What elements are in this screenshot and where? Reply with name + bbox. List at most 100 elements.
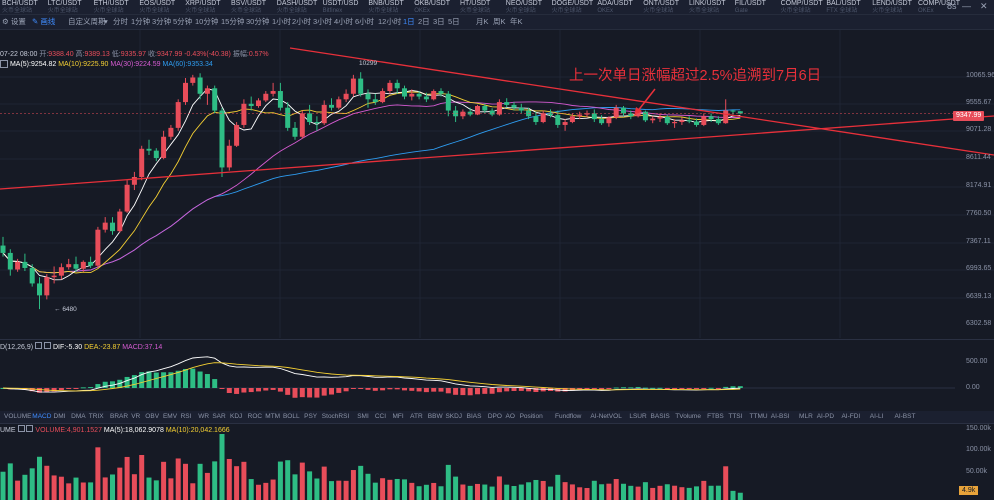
indicator-tab[interactable]: DMI: [53, 413, 66, 420]
indicator-tab[interactable]: MTM: [265, 413, 281, 420]
period-tab[interactable]: 3日: [433, 17, 445, 26]
ticker-item[interactable]: ONT/USDT 火币全球站: [643, 0, 679, 14]
indicator-tab[interactable]: WR: [198, 413, 210, 420]
ticker-item[interactable]: BNB/USDT 火币全球站: [368, 0, 403, 14]
period-tab[interactable]: 6小时: [355, 17, 375, 26]
period-tab[interactable]: 周K: [493, 17, 506, 26]
indicator-tab[interactable]: AI-PD: [816, 413, 835, 420]
ticker-item[interactable]: BCH/USDT 火币全球站: [2, 0, 38, 14]
ticker-item[interactable]: USDT/USD Bitfinex: [323, 0, 359, 14]
ticker-item[interactable]: LTC/USDT 火币全球站: [48, 0, 82, 14]
ticker-item[interactable]: DOGE/USDT 火币全球站: [552, 0, 594, 14]
indicator-tab[interactable]: VOLUME: [4, 413, 32, 420]
indicator-tab[interactable]: KDJ: [230, 413, 243, 420]
period-tab[interactable]: 15分钟: [221, 17, 245, 26]
indicator-tab[interactable]: SMI: [357, 413, 369, 420]
period-tab[interactable]: 分时: [113, 17, 128, 26]
indicator-tab[interactable]: EMV: [162, 413, 178, 420]
macd-settings-icon[interactable]: [35, 342, 43, 349]
indicator-tab[interactable]: BIAS: [466, 413, 482, 420]
indicator-tab[interactable]: StochRSI: [321, 413, 350, 420]
indicator-tab[interactable]: ROC: [247, 413, 263, 420]
ticker-item[interactable]: LINK/USDT 火币全球站: [689, 0, 726, 14]
custom-period-dropdown-icon[interactable]: ▾: [104, 17, 108, 26]
settings-button[interactable]: ⚙ 设置: [2, 15, 26, 29]
indicator-tab[interactable]: LSUR: [629, 413, 647, 420]
period-tab[interactable]: 30分钟: [246, 17, 270, 26]
ticker-item[interactable]: FIL/USDT Gate: [735, 0, 766, 14]
ticker-item[interactable]: DASH/USDT 火币全球站: [277, 0, 317, 14]
ticker-item[interactable]: COMP/USDT OKEx: [918, 0, 960, 14]
macd-chart[interactable]: [0, 340, 994, 410]
macd-bar: [496, 388, 502, 393]
indicator-tab[interactable]: TTMU: [749, 413, 768, 420]
volume-close-icon[interactable]: [26, 425, 34, 432]
indicator-tab[interactable]: TTSI: [728, 413, 743, 420]
indicator-tab[interactable]: AI-LI: [869, 413, 884, 420]
ticker-item[interactable]: ETH/USDT 火币全球站: [94, 0, 129, 14]
ticker-item[interactable]: COMP/USDT 火币全球站: [781, 0, 823, 14]
indicator-tab[interactable]: DMA: [71, 413, 86, 420]
period-tab[interactable]: 4小时: [334, 17, 354, 26]
indicator-tab[interactable]: ATR: [410, 413, 423, 420]
ticker-item[interactable]: LEND/USDT 火币全球站: [872, 0, 912, 14]
ma-toggle-icon[interactable]: [0, 60, 8, 69]
indicator-tab[interactable]: SKDJ: [445, 413, 463, 420]
candlestick-chart[interactable]: [0, 30, 994, 338]
indicator-tab[interactable]: BBW: [427, 413, 443, 420]
indicator-tab[interactable]: CCI: [374, 413, 387, 420]
period-tab[interactable]: 1小时: [272, 17, 292, 26]
period-tab[interactable]: 10分钟: [195, 17, 219, 26]
indicator-tab[interactable]: VR: [131, 413, 141, 420]
period-tab[interactable]: 3分钟: [152, 17, 172, 26]
period-tab[interactable]: 1日: [403, 17, 415, 26]
draw-button[interactable]: ✎ 画线: [32, 15, 55, 29]
period-tab[interactable]: 5分钟: [173, 17, 193, 26]
indicator-tab[interactable]: DPO: [487, 413, 502, 420]
indicator-tab[interactable]: TRIX: [88, 413, 104, 420]
period-tab[interactable]: 1分钟: [131, 17, 151, 26]
period-tab[interactable]: 2日: [418, 17, 430, 26]
indicator-tab[interactable]: SAR: [212, 413, 226, 420]
ticker-item[interactable]: HT/USDT 火币全球站: [460, 0, 490, 14]
indicator-tab[interactable]: BOLL: [282, 413, 300, 420]
macd-bar: [212, 379, 218, 388]
volume-settings-icon[interactable]: [17, 425, 25, 432]
ticker-item[interactable]: NEO/USDT 火币全球站: [506, 0, 542, 14]
ticker-item[interactable]: XRP/USDT 火币全球站: [185, 0, 220, 14]
period-tab[interactable]: 月K: [476, 17, 489, 26]
close-button[interactable]: ✕: [980, 1, 988, 11]
indicator-tab[interactable]: OBV: [145, 413, 160, 420]
indicator-tab[interactable]: PSY: [304, 413, 318, 420]
ticker-item[interactable]: ADA/USDT OKEx: [597, 0, 632, 14]
indicator-tab[interactable]: AI-NetVOL: [590, 413, 622, 420]
indicator-tab[interactable]: FTBS: [707, 413, 724, 420]
indicator-tab[interactable]: AO: [505, 413, 515, 420]
indicator-tab[interactable]: MLR: [799, 413, 813, 420]
macd-close-icon[interactable]: [43, 342, 51, 349]
period-tab[interactable]: 12小时: [378, 17, 402, 26]
indicator-tab[interactable]: AI-FDI: [841, 413, 861, 420]
ticker-item[interactable]: BAL/USDT FTX 全球站: [826, 0, 860, 14]
volume-chart[interactable]: [0, 424, 994, 500]
indicator-tab[interactable]: Position: [519, 413, 543, 420]
ticker-item[interactable]: OKB/USDT OKEx: [414, 0, 450, 14]
ticker-item[interactable]: BSV/USDT 火币全球站: [231, 0, 266, 14]
ticker-item[interactable]: EOS/USDT 火币全球站: [139, 0, 175, 14]
indicator-tab[interactable]: BRAR: [110, 413, 129, 420]
minimize-button[interactable]: —: [962, 1, 971, 11]
indicator-tab[interactable]: AI-BSI: [770, 413, 790, 420]
period-tab[interactable]: 5日: [448, 17, 460, 26]
period-tab[interactable]: 3小时: [313, 17, 333, 26]
indicator-tab[interactable]: MACD: [32, 413, 52, 420]
custom-period-button[interactable]: 自定义周期: [68, 17, 106, 26]
indicator-tab[interactable]: RSI: [180, 413, 192, 420]
period-tab[interactable]: 2小时: [292, 17, 312, 26]
indicator-tab[interactable]: TVolume: [675, 413, 701, 420]
indicator-tab[interactable]: AI-BST: [894, 413, 916, 420]
macd-bar: [416, 388, 422, 392]
indicator-tab[interactable]: MFI: [392, 413, 404, 420]
indicator-tab[interactable]: BASIS: [650, 413, 670, 420]
period-tab[interactable]: 年K: [510, 17, 523, 26]
indicator-tab[interactable]: Fundflow: [555, 413, 582, 420]
